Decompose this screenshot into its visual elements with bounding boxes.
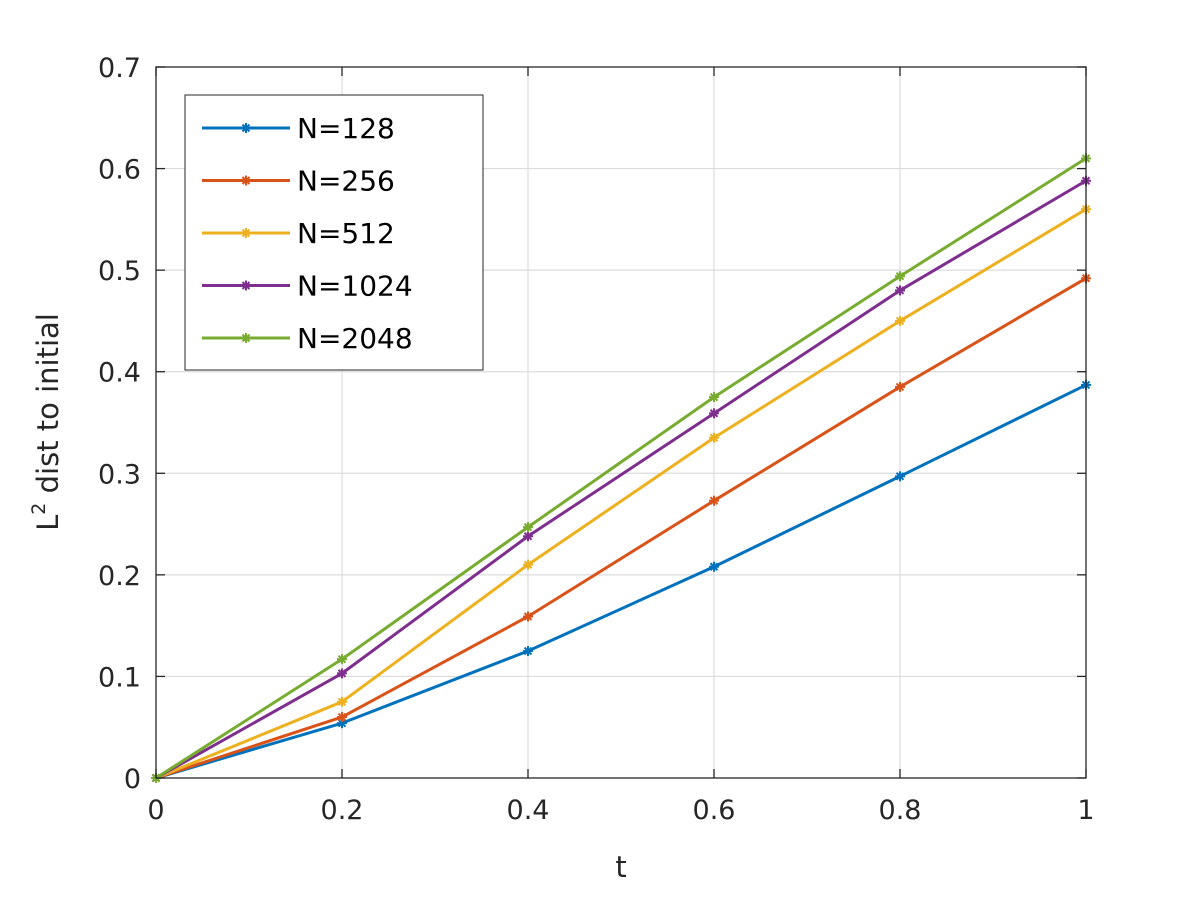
series-line: [155, 276, 1087, 780]
data-point: [709, 408, 719, 419]
axes-box: [155, 66, 1087, 779]
y-tick-label: 0: [124, 764, 141, 795]
data-point: [709, 495, 719, 506]
legend-entry: N=512: [202, 217, 395, 250]
y-tick-label: 0.2: [98, 561, 141, 592]
legend-entry: N=1024: [202, 270, 413, 303]
x-tick-label: 0: [147, 795, 164, 826]
data-point: [523, 522, 533, 533]
data-point: [895, 471, 905, 482]
data-point: [241, 228, 251, 238]
legend: N=128 N=256 N=512 N=1024 N=2048: [184, 94, 484, 371]
data-point: [709, 561, 719, 572]
y-tick-label: 0.6: [98, 155, 141, 186]
legend-label: N=512: [297, 217, 395, 250]
y-tick-label: 0.3: [98, 459, 141, 490]
axes: [155, 66, 1087, 779]
tick-labels: 0 0.2 0.4 0.6 0.8 1 0 0.1 0.2 0.3 0.4 0.5 0.6 0.7: [98, 53, 1095, 826]
data-point: [241, 123, 251, 133]
data-point: [895, 315, 905, 326]
series-line: [155, 383, 1087, 780]
series-layer: [151, 153, 1091, 783]
data-point: [523, 646, 533, 657]
data-point: [337, 654, 347, 665]
data-point: [337, 712, 347, 723]
data-point: [895, 381, 905, 392]
y-axis-label: L2 dist to initial: [28, 313, 65, 531]
series-line: [155, 207, 1087, 780]
series-line: [155, 157, 1087, 780]
y-axis-label-rest: dist to initial: [31, 313, 65, 502]
legend-label: N=1024: [297, 270, 413, 303]
x-tick-label: 0.6: [693, 795, 736, 826]
legend-entry: N=256: [202, 165, 395, 198]
y-tick-label: 0.7: [98, 53, 141, 84]
x-tick-label: 0.8: [879, 795, 922, 826]
series-line: [155, 179, 1087, 780]
legend-label: N=128: [297, 112, 395, 145]
series-n-2048: [151, 153, 1091, 783]
data-point: [523, 559, 533, 570]
x-tick-label: 1: [1077, 795, 1094, 826]
data-point: [337, 668, 347, 679]
y-tick-label: 0.1: [98, 662, 141, 693]
data-point: [337, 718, 347, 729]
legend-label: N=256: [297, 165, 395, 198]
x-tick-label: 0.4: [507, 795, 550, 826]
legend-entry: N=2048: [202, 322, 413, 355]
data-point: [241, 175, 251, 186]
y-axis-label-base: L: [31, 515, 65, 531]
y-tick-label: 0.4: [98, 358, 141, 389]
data-point: [523, 611, 533, 622]
data-point: [895, 285, 905, 296]
data-point: [241, 280, 251, 291]
legend-label: N=2048: [297, 322, 413, 355]
y-axis-label-superscript: 2: [28, 503, 50, 515]
legend-entry: N=128: [202, 112, 395, 145]
x-axis-label: t: [615, 850, 626, 884]
x-tick-label: 0.2: [321, 795, 364, 826]
data-point: [709, 392, 719, 403]
data-point: [337, 696, 347, 707]
data-point: [241, 333, 251, 343]
data-point: [709, 432, 719, 443]
y-tick-label: 0.5: [98, 256, 141, 287]
data-point: [523, 531, 533, 542]
data-point: [895, 271, 905, 282]
